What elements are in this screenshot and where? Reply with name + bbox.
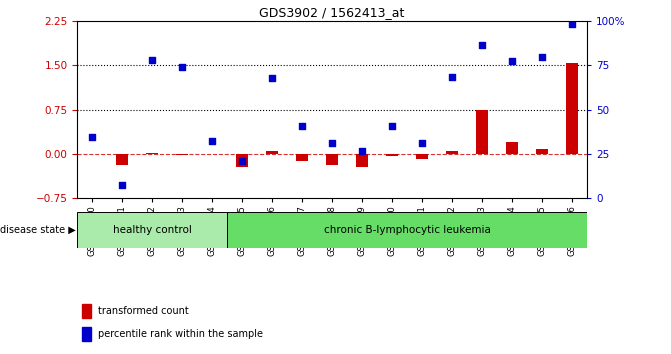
Point xyxy=(417,141,427,146)
Bar xyxy=(476,110,488,154)
Point xyxy=(176,64,187,70)
Point xyxy=(267,76,278,81)
Bar xyxy=(83,327,91,341)
Bar xyxy=(356,154,368,167)
Bar xyxy=(227,212,587,248)
Bar xyxy=(566,63,578,154)
Bar xyxy=(266,151,278,154)
Point xyxy=(537,54,548,59)
Point xyxy=(147,57,158,62)
Bar xyxy=(536,149,548,154)
Point xyxy=(117,182,127,188)
Bar xyxy=(446,151,458,154)
Point xyxy=(567,21,578,27)
Bar xyxy=(416,154,428,159)
Bar xyxy=(77,212,227,248)
Point xyxy=(87,135,97,140)
Text: healthy control: healthy control xyxy=(113,225,192,235)
Bar xyxy=(326,154,338,165)
Bar xyxy=(506,142,518,154)
Text: percentile rank within the sample: percentile rank within the sample xyxy=(97,329,262,339)
Bar xyxy=(146,153,158,154)
Point xyxy=(327,141,338,146)
Point xyxy=(447,74,458,80)
Bar xyxy=(236,154,248,167)
Text: chronic B-lymphocytic leukemia: chronic B-lymphocytic leukemia xyxy=(323,225,491,235)
Bar xyxy=(176,154,188,155)
Bar xyxy=(83,304,91,318)
Title: GDS3902 / 1562413_at: GDS3902 / 1562413_at xyxy=(260,6,405,19)
Bar xyxy=(386,154,398,156)
Point xyxy=(477,42,488,48)
Point xyxy=(357,148,368,154)
Point xyxy=(386,123,397,129)
Bar xyxy=(116,154,128,165)
Text: disease state ▶: disease state ▶ xyxy=(0,225,76,235)
Point xyxy=(237,158,248,164)
Point xyxy=(507,58,517,64)
Text: transformed count: transformed count xyxy=(97,306,189,316)
Point xyxy=(297,123,307,129)
Bar xyxy=(296,154,308,161)
Point xyxy=(207,138,217,144)
